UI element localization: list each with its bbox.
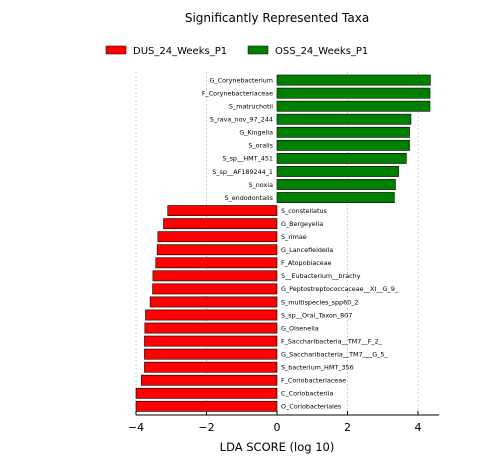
- legend-label-dus: DUS_24_Weeks_P1: [133, 46, 227, 57]
- bar-label-S_noxia: S_noxia: [249, 181, 274, 189]
- bar-label-S_bacterium_HMT_356: S_bacterium_HMT_356: [281, 364, 354, 372]
- bar-G_Bergeyella: [163, 218, 278, 230]
- legend-swatch-oss: [247, 45, 269, 55]
- x-axis: −4 −2 0 2 4: [128, 411, 440, 434]
- x-tick-label-2: 0: [274, 421, 281, 434]
- bar-S_sp__HMT_451: [276, 153, 407, 164]
- bar-G_Kingella: [276, 126, 410, 138]
- bar-label-S_sp__AF189244_1: S_sp__AF189244_1: [212, 168, 273, 176]
- bar-F_Corynebacteriaceae: [276, 87, 431, 99]
- bar-label-F_Saccharibacteria__TM7__F_2_: F_Saccharibacteria__TM7__F_2_: [281, 337, 383, 345]
- bar-label-G_Saccharibacteria__TM7___G_5_: G_Saccharibacteria__TM7___G_5_: [281, 350, 388, 358]
- bar-S_rimae: [157, 231, 278, 243]
- bar-S_sp__Oral_Taxon_807: [145, 309, 278, 321]
- bar-label-F_Corynebacteriaceae: F_Corynebacteriaceae: [202, 89, 273, 97]
- bar-label-S_endodontalis: S_endodontalis: [224, 194, 273, 202]
- bar-label-G_Olsenella: G_Olsenella: [281, 324, 319, 332]
- bar-G_Olsenella: [144, 322, 278, 334]
- x-tick-label-1: −2: [198, 421, 214, 434]
- bar-label-G_Lancefieldella: G_Lancefieldella: [281, 246, 333, 254]
- bar-label-S_matruchotii: S_matruchotii: [229, 103, 273, 111]
- bar-G_Peptostreptococcaceae__XI__G_9_: [152, 283, 278, 295]
- x-axis-label: LDA SCORE (log 10): [220, 440, 335, 454]
- bar-label-S__Eubacterium__brachy: S__Eubacterium__brachy: [281, 272, 361, 280]
- bar-S_oralis: [276, 139, 410, 151]
- bar-label-G_Peptostreptococcaceae__XI__G_9_: G_Peptostreptococcaceae__XI__G_9_: [281, 285, 399, 293]
- bar-S_multispecies_spp60_2: [149, 296, 278, 308]
- bar-label-S_oralis: S_oralis: [248, 142, 273, 150]
- bar-label-S_multispecies_spp60_2: S_multispecies_spp60_2: [281, 298, 358, 306]
- bar-label-S_sp__HMT_451: S_sp__HMT_451: [222, 155, 273, 163]
- bar-label-G_Bergeyella: G_Bergeyella: [281, 220, 323, 228]
- bar-S_rava_nov_97_244: [276, 113, 412, 125]
- bar-F_Coriobacteriaceae: [140, 374, 278, 386]
- bar-label-S_rava_nov_97_244: S_rava_nov_97_244: [210, 116, 273, 124]
- bar-label-F_Atopobiaceae: F_Atopobiaceae: [281, 259, 332, 267]
- bar-F_Atopobiaceae: [155, 257, 278, 269]
- bar-label-G_Corynebacterium: G_Corynebacterium: [209, 76, 273, 84]
- legend-label-oss: OSS_24_Weeks_P1: [275, 46, 368, 57]
- bar-G_Corynebacterium: [276, 74, 431, 86]
- bar-label-O_Coriobacteriales: O_Coriobacteriales: [281, 403, 342, 411]
- bar-G_Lancefieldella: [156, 244, 278, 256]
- legend: DUS_24_Weeks_P1 OSS_24_Weeks_P1: [105, 45, 368, 57]
- bar-C_Coriobacteriia: [135, 387, 278, 399]
- chart-title: Significantly Represented Taxa: [185, 11, 369, 25]
- bar-label-C_Coriobacteriia: C_Coriobacteriia: [281, 390, 333, 398]
- bar-S_noxia: [276, 179, 396, 190]
- bar-S_constellatus: [167, 205, 278, 216]
- bar-label-S_sp__Oral_Taxon_807: S_sp__Oral_Taxon_807: [281, 311, 352, 319]
- bar-label-S_constellatus: S_constellatus: [281, 207, 328, 215]
- bar-S_matruchotii: [276, 100, 431, 112]
- bar-S_bacterium_HMT_356: [144, 361, 278, 373]
- bar-label-G_Kingella: G_Kingella: [239, 129, 273, 137]
- bar-S_endodontalis: [276, 192, 395, 203]
- bar-label-F_Coriobacteriaceae: F_Coriobacteriaceae: [281, 377, 346, 385]
- bar-labels: G_Corynebacterium F_Corynebacteriaceae S_m…: [202, 76, 399, 410]
- bar-S_sp__AF189244_1: [276, 166, 399, 177]
- x-tick-label-3: 2: [344, 421, 351, 434]
- bars: [135, 74, 431, 412]
- bar-F_Saccharibacteria__TM7__F_2_: [144, 335, 278, 347]
- bar-label-S_rimae: S_rimae: [281, 233, 307, 241]
- x-tick-label-4: 4: [415, 421, 422, 434]
- bar-S__Eubacterium__brachy: [152, 270, 278, 282]
- legend-swatch-dus: [105, 45, 127, 55]
- bar-G_Saccharibacteria__TM7___G_5_: [144, 348, 278, 360]
- bar-O_Coriobacteriales: [135, 400, 278, 412]
- x-tick-label-0: −4: [128, 421, 144, 434]
